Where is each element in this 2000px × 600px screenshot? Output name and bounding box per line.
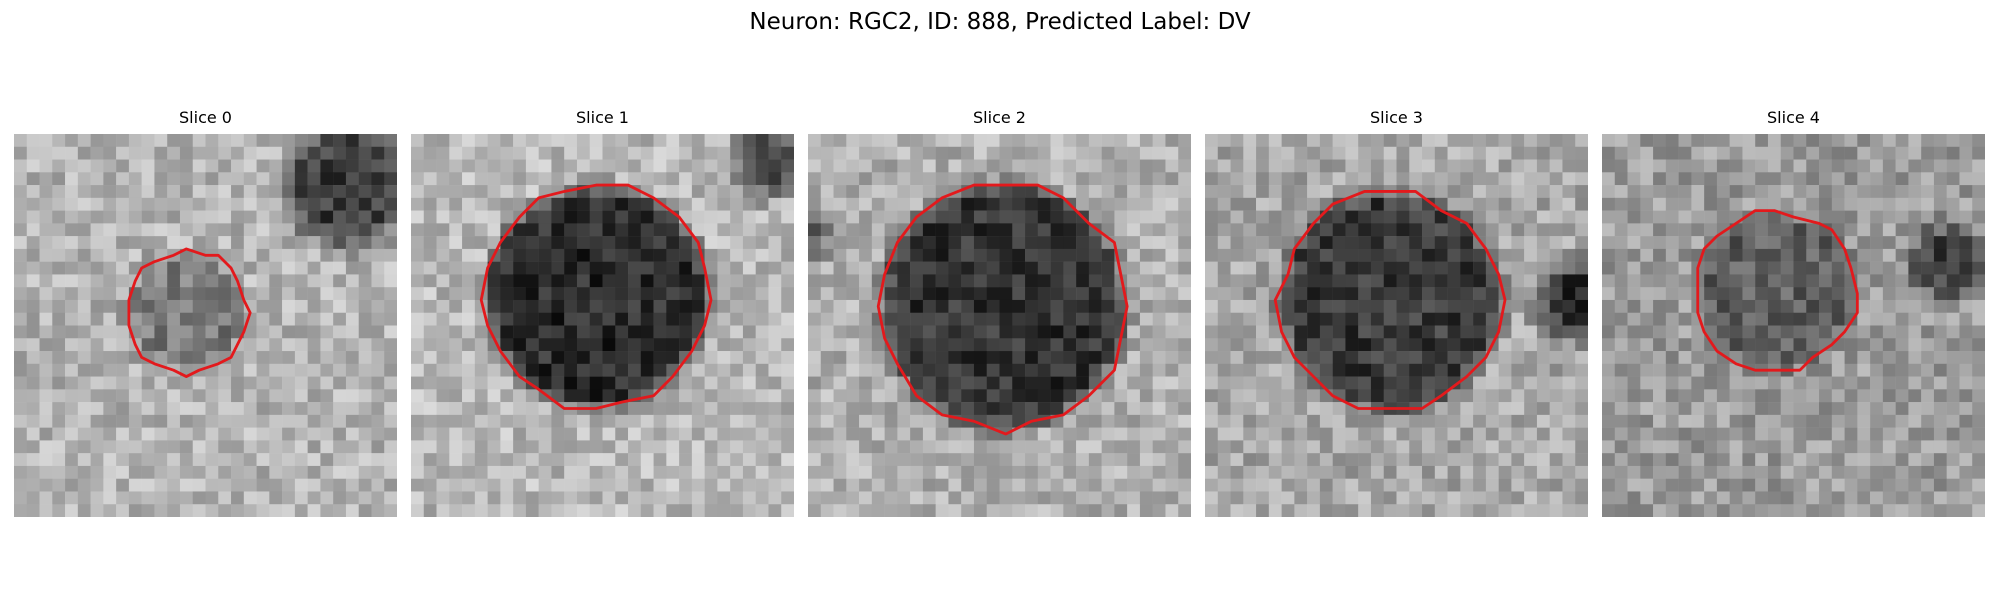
segmentation-contour <box>1696 209 1859 372</box>
slice-panel-2: Slice 2 <box>808 108 1191 517</box>
slice-image-0 <box>14 134 397 517</box>
slice-image-1 <box>411 134 794 517</box>
slice-title-4: Slice 4 <box>1767 108 1820 127</box>
segmentation-contour <box>479 183 713 410</box>
slice-panel-4: Slice 4 <box>1602 108 1985 517</box>
segmentation-contour <box>1273 190 1507 410</box>
segmentation-contour <box>127 247 252 378</box>
slice-image-4 <box>1602 134 1985 517</box>
slice-title-0: Slice 0 <box>179 108 232 127</box>
slice-panel-0: Slice 0 <box>14 108 397 517</box>
slice-image-3 <box>1205 134 1588 517</box>
slice-panel-3: Slice 3 <box>1205 108 1588 517</box>
slice-title-1: Slice 1 <box>576 108 629 127</box>
slice-title-3: Slice 3 <box>1370 108 1423 127</box>
segmentation-contour <box>876 183 1129 436</box>
figure-title: Neuron: RGC2, ID: 888, Predicted Label: … <box>749 9 1251 35</box>
slice-image-2 <box>808 134 1191 517</box>
slice-title-2: Slice 2 <box>973 108 1026 127</box>
slice-panel-1: Slice 1 <box>411 108 794 517</box>
